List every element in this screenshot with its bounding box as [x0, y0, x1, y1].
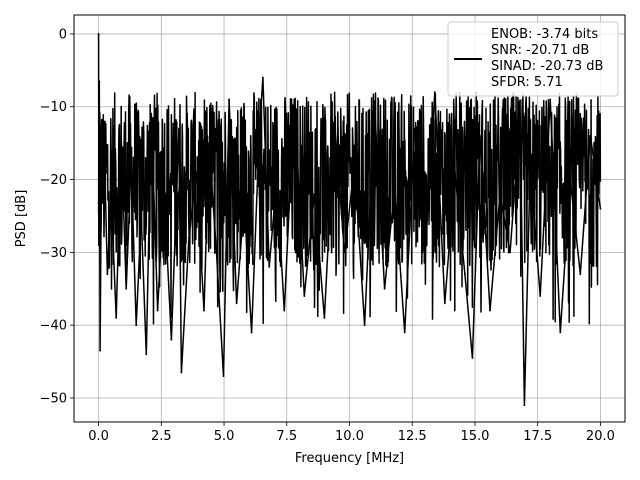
psd-data-point — [222, 375, 225, 378]
psd-data-point — [203, 309, 205, 312]
psd-data-point — [599, 207, 602, 210]
psd-data-point — [313, 193, 316, 196]
x-tick-label: 20.0 — [586, 429, 615, 444]
psd-data-point — [363, 324, 366, 327]
psd-data-point — [258, 134, 261, 137]
x-tick-label: 15.0 — [460, 429, 489, 444]
psd-data-point — [499, 193, 501, 196]
legend-box — [447, 21, 619, 97]
psd-data-point — [333, 120, 336, 123]
psd-data-point — [177, 127, 180, 130]
y-axis-label: PSD [dB] — [14, 190, 29, 248]
psd-data-point — [170, 338, 173, 341]
legend-entry-enob: ENOB: -3.74 bits — [491, 27, 598, 42]
psd-data-point — [98, 80, 101, 83]
psd-data-point — [215, 251, 218, 254]
x-tick-label: 0.0 — [88, 429, 109, 444]
x-tick-label: 12.5 — [398, 429, 427, 444]
psd-noise-band — [97, 91, 602, 325]
psd-data-point — [250, 331, 253, 334]
y-tick-label: −50 — [40, 391, 67, 406]
y-tick-label: −10 — [40, 100, 67, 115]
psd-data-point — [180, 371, 183, 374]
psd-data-point — [353, 164, 356, 166]
psd-data-point — [443, 302, 446, 305]
psd-data-point — [323, 316, 326, 319]
psd-data-point — [268, 266, 271, 268]
psd-data-point — [97, 33, 100, 35]
plot-area — [97, 33, 602, 407]
psd-data-point — [262, 76, 264, 79]
x-tick-label: 2.5 — [151, 429, 172, 444]
psd-noise-trace — [97, 91, 602, 325]
psd-data-point — [423, 258, 426, 261]
psd-data-point — [579, 273, 582, 276]
psd-data-point — [162, 185, 165, 188]
psd-data-point — [529, 164, 532, 166]
legend-entry-snr: SNR: -20.71 dB — [491, 43, 589, 58]
psd-data-point — [569, 178, 572, 181]
psd-data-point — [343, 251, 346, 254]
psd-data-point — [125, 287, 128, 290]
psd-data-point — [243, 200, 246, 203]
psd-data-point — [559, 331, 562, 334]
x-axis-label: Frequency [MHz] — [295, 451, 404, 466]
psd-data-point — [489, 309, 491, 312]
psd-data-point — [99, 349, 101, 352]
psd-data-point — [549, 98, 552, 101]
psd-data-point — [150, 113, 153, 115]
psd-data-point — [106, 273, 109, 276]
psd-data-point — [464, 273, 466, 276]
psd-data-point — [303, 295, 306, 297]
psd-data-point — [115, 316, 118, 319]
psd-data-point — [100, 207, 102, 210]
psd-data-point — [393, 185, 396, 188]
legend: ENOB: -3.74 bits SNR: -20.71 dB SINAD: -… — [447, 21, 619, 97]
psd-data-point — [383, 287, 386, 290]
psd-data-point — [523, 404, 526, 407]
psd-data-point — [208, 142, 210, 145]
psd-data-point — [135, 324, 138, 327]
x-tick-label: 7.5 — [276, 429, 297, 444]
y-tick-label: −20 — [40, 173, 67, 188]
psd-data-point — [195, 171, 198, 174]
psd-data-point — [97, 244, 100, 246]
y-tick-label: 0 — [59, 27, 67, 42]
y-axis-ticks: 0 −10 −20 −30 −40 −50 — [40, 27, 74, 406]
psd-data-point — [433, 91, 436, 94]
psd-data-point — [110, 193, 113, 196]
psd-data-point — [283, 309, 286, 312]
psd-data-point — [373, 105, 376, 108]
psd-data-point — [120, 134, 123, 137]
psd-data-point — [140, 215, 143, 217]
psd-data-point — [228, 98, 230, 101]
x-axis-ticks: 0.0 2.5 5.0 7.5 10.0 12.5 15.0 17.5 20.0 — [88, 422, 615, 444]
psd-data-point — [275, 178, 278, 181]
x-tick-label: 17.5 — [523, 429, 552, 444]
psd-data-point — [403, 331, 406, 334]
legend-entry-sfdr: SFDR: 5.71 — [491, 75, 563, 90]
y-tick-label: −40 — [40, 319, 67, 334]
psd-data-point — [471, 357, 474, 359]
psd-data-point — [539, 295, 542, 297]
x-tick-label: 10.0 — [335, 429, 364, 444]
x-tick-label: 5.0 — [214, 429, 235, 444]
psd-data-point — [145, 353, 148, 356]
psd-data-point — [589, 134, 592, 137]
psd-data-point — [453, 171, 456, 174]
psd-data-point — [519, 113, 522, 115]
psd-data-point — [188, 236, 190, 239]
psd-data-point — [509, 251, 511, 254]
psd-data-point — [102, 120, 105, 123]
psd-data-point — [479, 134, 481, 137]
psd-data-point — [156, 309, 159, 312]
y-tick-label: −30 — [40, 246, 67, 261]
psd-data-point — [413, 127, 416, 130]
psd-data-point — [130, 160, 133, 163]
psd-data-point — [293, 98, 296, 101]
psd-data-point — [235, 302, 238, 305]
legend-entry-sinad: SINAD: -20.73 dB — [491, 59, 603, 74]
